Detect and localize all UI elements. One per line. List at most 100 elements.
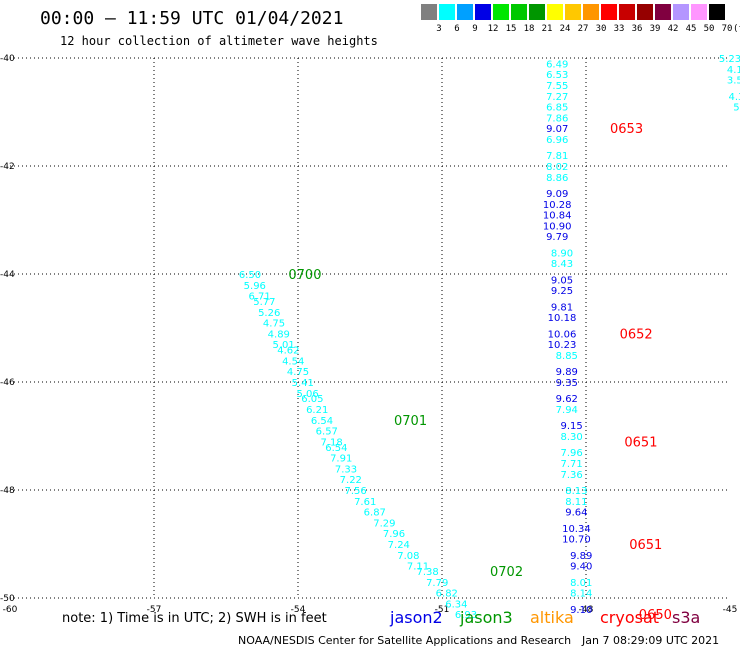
scale-label: 45: [685, 24, 697, 34]
swh-value-label: 7.71: [560, 459, 582, 470]
time-label: 0702: [490, 565, 523, 580]
scale-swatch: [601, 4, 617, 20]
swh-value-label: 7.36: [560, 470, 582, 481]
y-tick-label: -40: [0, 54, 15, 64]
scale-label: 50: [703, 24, 715, 34]
swh-value-label: 5.96: [244, 281, 266, 292]
swh-value-label: 10.28: [543, 200, 572, 211]
scale-label: 9: [472, 24, 478, 34]
scale-swatch: [457, 4, 473, 20]
swh-value-label: 10.90: [543, 221, 572, 232]
swh-value-label: 7.24: [388, 540, 410, 551]
swh-value-label: 8.30: [560, 432, 582, 443]
scale-label: 36: [631, 24, 643, 34]
swh-value-label: 7.86: [546, 113, 568, 124]
swh-value-label: 7.61: [354, 497, 376, 508]
swh-value-label: 7.18: [320, 437, 342, 448]
swh-value-label: 9.40: [570, 562, 592, 573]
swh-value-label: 9.64: [565, 508, 587, 519]
swh-value-label: 4.62: [277, 346, 299, 357]
x-tick-label: -60: [3, 605, 18, 615]
scale-swatch: [439, 4, 455, 20]
scale-label: 24: [559, 24, 571, 34]
swh-value-label: 9.79: [546, 232, 568, 243]
swh-value-label: 8.43: [551, 259, 573, 270]
swh-value-label: 7.38: [416, 567, 438, 578]
time-label: 0651: [629, 538, 662, 553]
swh-value-label: 9.05: [551, 275, 573, 286]
swh-value-label: 7.96: [383, 529, 405, 540]
scale-swatch: [583, 4, 599, 20]
scale-label: 70: [721, 24, 733, 34]
scale-label: 3: [436, 24, 442, 34]
swh-value-label: 7.11: [407, 562, 429, 573]
scale-swatch: [475, 4, 491, 20]
swh-value-label: 4.75: [263, 319, 285, 330]
swh-value-label: 9.89: [556, 367, 578, 378]
scale-swatch: [673, 4, 689, 20]
swh-value-label: 5.06: [296, 389, 318, 400]
swh-value-label: 7.29: [373, 518, 395, 529]
swh-value-label: 10.18: [548, 313, 577, 324]
swh-value-label: 7.94: [556, 405, 578, 416]
scale-label: 12: [487, 24, 499, 34]
swh-value-label: 7.22: [340, 475, 362, 486]
swh-value-label: 5.23: [719, 54, 740, 65]
swh-value-label: 7.56: [344, 486, 366, 497]
footer-note: note: 1) Time is in UTC; 2) SWH is in fe…: [62, 611, 327, 626]
swh-value-label: 10.06: [548, 329, 577, 340]
satellite-cryosat: cryosat: [600, 608, 660, 627]
scale-label: 27: [577, 24, 589, 34]
scale-label: 18: [523, 24, 535, 34]
chart-title: 00:00 – 11:59 UTC 01/04/2021: [40, 8, 344, 29]
swh-value-label: 7.33: [335, 464, 357, 475]
swh-value-label: 6.54: [325, 443, 347, 454]
scale-label: 15: [505, 24, 517, 34]
y-tick-label: -44: [0, 270, 15, 280]
swh-value-label: 4.89: [268, 329, 290, 340]
swh-value-label: 6.05: [301, 394, 323, 405]
swh-value-label: 4.54: [282, 356, 304, 367]
swh-value-label: 8.85: [556, 351, 578, 362]
satellite-jason3: jason3: [460, 608, 513, 627]
swh-value-label: 6.71: [248, 292, 270, 303]
swh-value-label: 5.26: [258, 308, 280, 319]
swh-value-label: 6.21: [306, 405, 328, 416]
swh-value-label: 9.25: [551, 286, 573, 297]
swh-value-label: 4.1: [727, 65, 740, 76]
swh-value-label: 6.96: [546, 135, 568, 146]
satellite-s3a: s3a: [672, 608, 701, 627]
swh-value-label: 7.91: [330, 454, 352, 465]
swh-value-label: 6.82: [436, 589, 458, 600]
swh-value-label: 6.85: [546, 103, 568, 114]
y-tick-label: -48: [0, 486, 15, 496]
y-tick-label: -50: [0, 594, 15, 604]
swh-value-label: 4.30: [728, 92, 740, 103]
swh-value-label: 9.15: [560, 421, 582, 432]
time-label: 0650: [639, 608, 672, 623]
swh-value-label: 9.07: [546, 124, 568, 135]
swh-value-label: 9.09: [546, 189, 568, 200]
time-label: 0701: [394, 414, 427, 429]
scale-label: 21: [541, 24, 553, 34]
scale-label: 6: [454, 24, 460, 34]
scale-swatch: [421, 4, 437, 20]
scale-swatch: [619, 4, 635, 20]
swh-value-label: 8.14: [570, 589, 592, 600]
swh-value-label: 8.13: [565, 486, 587, 497]
swh-value-label: 10.70: [562, 535, 591, 546]
swh-value-label: 9.81: [551, 302, 573, 313]
swh-value-label: 10.34: [562, 524, 591, 535]
swh-value-label: 4.75: [287, 367, 309, 378]
swh-value-label: 9.89: [570, 551, 592, 562]
scale-swatch: [511, 4, 527, 20]
time-label: 0652: [620, 327, 653, 342]
swh-value-label: 6.54: [311, 416, 333, 427]
swh-value-label: 8.01: [570, 578, 592, 589]
swh-value-label: 6.50: [239, 270, 261, 281]
time-label: 0653: [610, 122, 643, 137]
swh-value-label: 5.01: [272, 340, 294, 351]
x-tick-label: -51: [435, 605, 450, 615]
swh-value-label: 10.84: [543, 211, 572, 222]
scale-swatch: [493, 4, 509, 20]
